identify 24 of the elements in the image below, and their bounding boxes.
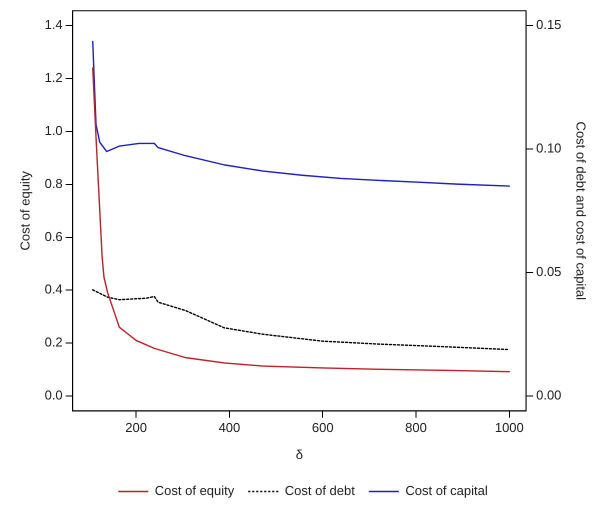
x-tick-label: 1000 <box>494 420 524 436</box>
y-tick-label: 0.2 <box>44 334 63 350</box>
x-tick-label: 400 <box>218 420 240 436</box>
y-tick-label: 1.2 <box>44 70 63 86</box>
y-tick-label: 0.0 <box>44 388 63 403</box>
y2-tick-label: 0.00 <box>536 388 562 403</box>
y-tick-label: 0.4 <box>44 282 63 297</box>
y2-tick-label: 0.15 <box>536 17 562 32</box>
y-axis-title: Cost of equity <box>17 170 32 251</box>
x-tick-label: 600 <box>312 420 334 436</box>
y2-tick-label: 0.10 <box>536 140 562 156</box>
x-axis-title: δ <box>296 446 304 462</box>
legend-label: Cost of debt <box>284 483 356 498</box>
y2-tick-label: 0.05 <box>536 264 562 280</box>
y-tick-label: 0.8 <box>44 176 63 191</box>
y2-axis-title: Cost of debt and cost of capital <box>574 122 589 300</box>
legend-label: Cost of equity <box>154 483 235 498</box>
y-tick-label: 1.0 <box>44 123 63 138</box>
x-tick-label: 800 <box>405 420 427 436</box>
x-tick-label: 200 <box>125 420 147 436</box>
legend-label: Cost of capital <box>405 483 488 498</box>
y-tick-label: 1.4 <box>44 17 63 32</box>
y-tick-label: 0.6 <box>44 228 63 244</box>
line-series <box>92 289 510 350</box>
